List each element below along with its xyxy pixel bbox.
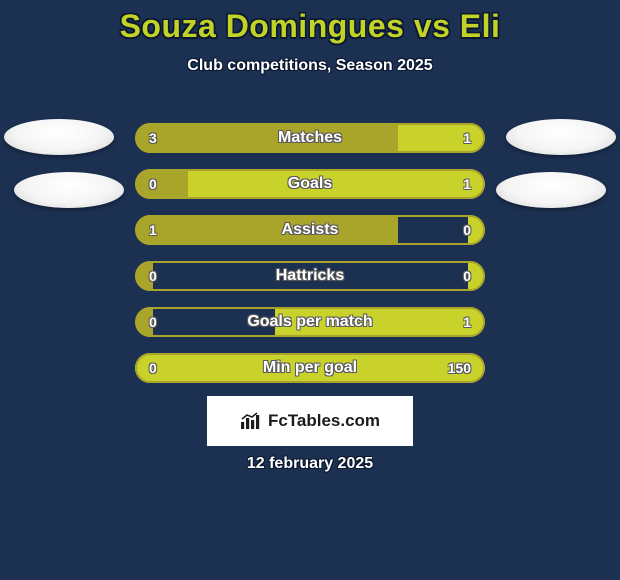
stat-row: Goals per match0 1 bbox=[135, 307, 485, 337]
stat-label: Goals per match bbox=[135, 307, 485, 337]
comparison-infographic: Souza Domingues vs Eli Club competitions… bbox=[0, 0, 620, 580]
player1-badge-top bbox=[4, 119, 114, 155]
stat-row: Assists1 0 bbox=[135, 215, 485, 245]
stat-row: Min per goal0 150 bbox=[135, 353, 485, 383]
stat-row: Hattricks0 0 bbox=[135, 261, 485, 291]
subtitle: Club competitions, Season 2025 bbox=[0, 57, 620, 75]
player2-value: 0 bbox=[463, 215, 471, 245]
player1-value: 0 bbox=[149, 353, 157, 383]
date-line: 12 february 2025 bbox=[0, 455, 620, 473]
player2-badge-top bbox=[506, 119, 616, 155]
stat-label: Hattricks bbox=[135, 261, 485, 291]
stat-row: Matches3 1 bbox=[135, 123, 485, 153]
player2-badge-bottom bbox=[496, 172, 606, 208]
player1-value: 0 bbox=[149, 261, 157, 291]
chart-icon bbox=[240, 412, 262, 430]
stat-row: Goals0 1 bbox=[135, 169, 485, 199]
stat-bars: Matches31Goals01Assists10Hattricks00Goal… bbox=[135, 123, 485, 399]
logo-text: FcTables.com bbox=[268, 411, 380, 431]
stat-label: Goals bbox=[135, 169, 485, 199]
player2-value: 1 bbox=[463, 169, 471, 199]
player1-value: 0 bbox=[149, 307, 157, 337]
logo-box: FcTables.com bbox=[207, 396, 413, 446]
player1-value: 3 bbox=[149, 123, 157, 153]
page-title: Souza Domingues vs Eli bbox=[0, 0, 620, 45]
stat-label: Matches bbox=[135, 123, 485, 153]
stat-label: Assists bbox=[135, 215, 485, 245]
player1-value: 0 bbox=[149, 169, 157, 199]
player2-value: 1 bbox=[463, 307, 471, 337]
player1-value: 1 bbox=[149, 215, 157, 245]
player2-value: 0 bbox=[463, 261, 471, 291]
stat-label: Min per goal bbox=[135, 353, 485, 383]
player2-value: 1 bbox=[463, 123, 471, 153]
player1-badge-bottom bbox=[14, 172, 124, 208]
player2-value: 150 bbox=[448, 353, 471, 383]
